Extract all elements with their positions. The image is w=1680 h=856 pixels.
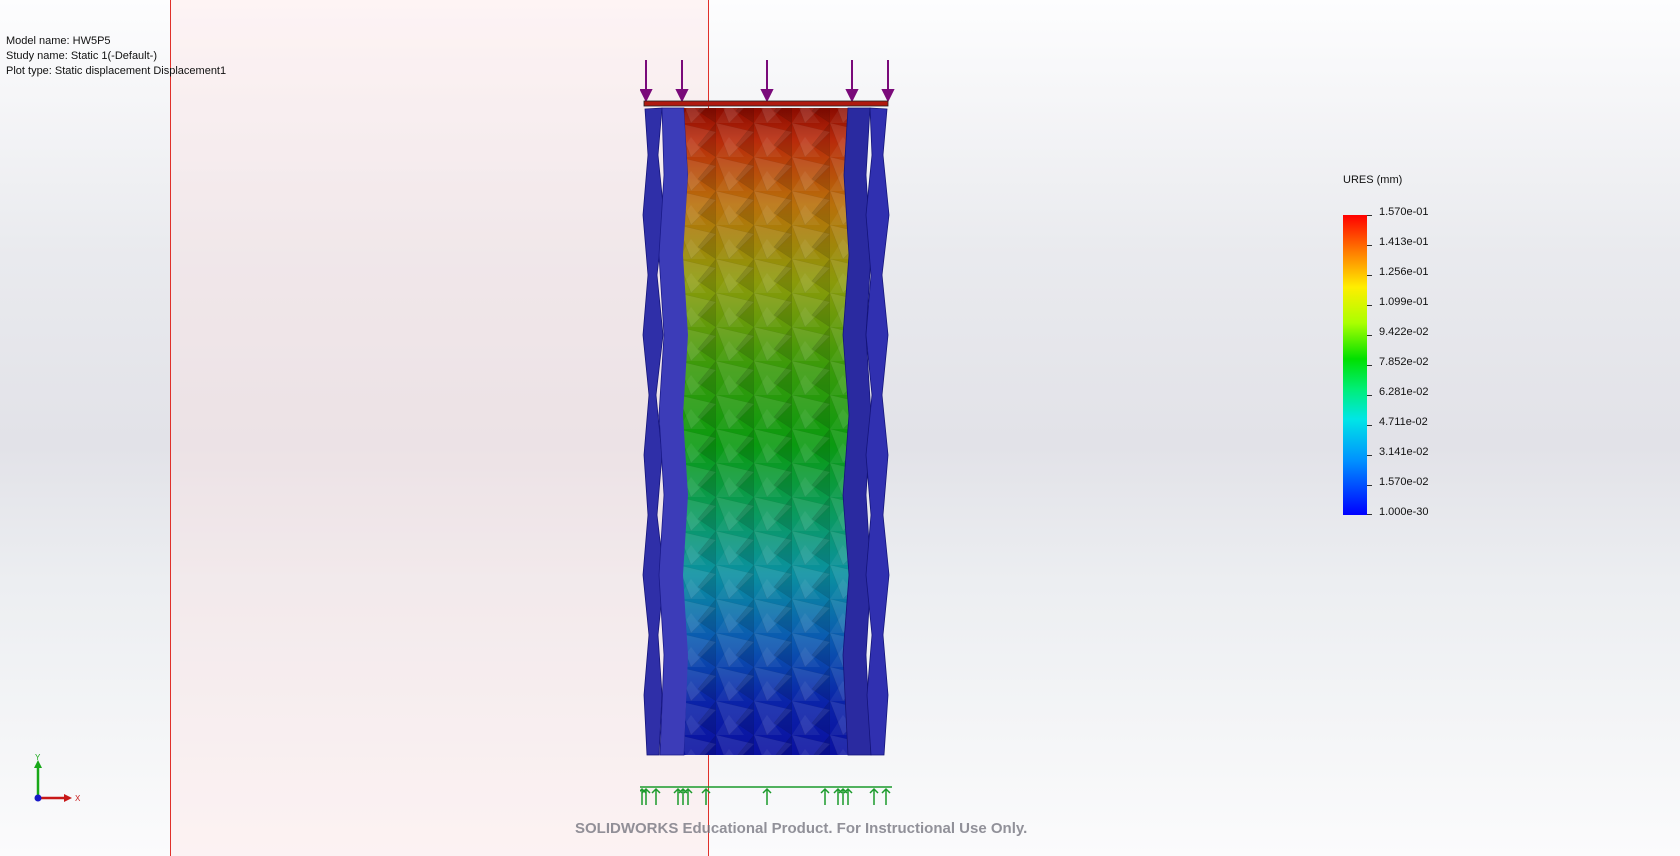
fixture-symbols — [640, 786, 892, 805]
legend-tick — [1367, 514, 1372, 515]
plot-type-label: Plot type: Static displacement Displacem… — [6, 65, 227, 77]
legend-value: 7.852e-02 — [1379, 356, 1429, 368]
legend-tick — [1367, 365, 1372, 366]
legend-value: 1.570e-02 — [1379, 476, 1429, 488]
legend-value: 1.256e-01 — [1379, 266, 1429, 278]
legend-color-bar — [1343, 215, 1367, 515]
legend-tick — [1367, 305, 1372, 306]
legend-value: 9.422e-02 — [1379, 326, 1429, 338]
plot-info: Model name: HW5P5 Study name: Static 1(-… — [6, 34, 226, 79]
legend-value: 1.570e-01 — [1379, 206, 1429, 218]
left-outer-wall — [642, 107, 665, 756]
mesh-facets — [683, 108, 849, 755]
color-legend[interactable]: URES (mm) 1.570e-01 1.413e-01 1.256e-01 … — [1340, 174, 1480, 534]
legend-value: 3.141e-02 — [1379, 446, 1429, 458]
legend-tick — [1367, 485, 1372, 486]
study-name-label: Study name: Static 1(-Default-) — [6, 50, 158, 62]
legend-tick — [1367, 335, 1372, 336]
watermark: SOLIDWORKS Educational Product. For Inst… — [575, 820, 1028, 837]
model-name-label: Model name: HW5P5 — [6, 35, 111, 47]
load-arrows — [640, 60, 895, 103]
axis-triad: Y X — [34, 753, 81, 803]
displacement-model[interactable] — [640, 55, 900, 805]
legend-tick — [1367, 275, 1372, 276]
legend-tick — [1367, 455, 1372, 456]
right-outer-wall — [865, 107, 890, 756]
y-axis-label: Y — [35, 753, 41, 762]
legend-tick — [1367, 245, 1372, 246]
section-plane-highlight — [170, 0, 709, 856]
legend-value: 1.413e-01 — [1379, 236, 1429, 248]
legend-tick — [1367, 215, 1372, 216]
legend-value: 6.281e-02 — [1379, 386, 1429, 398]
legend-tick — [1367, 425, 1372, 426]
x-axis-label: X — [75, 794, 81, 803]
legend-value: 4.711e-02 — [1379, 416, 1428, 428]
legend-title: URES (mm) — [1343, 174, 1403, 186]
legend-value: 1.000e-30 — [1379, 506, 1429, 518]
legend-value: 1.099e-01 — [1379, 296, 1429, 308]
top-face — [643, 100, 889, 107]
legend-tick — [1367, 395, 1372, 396]
